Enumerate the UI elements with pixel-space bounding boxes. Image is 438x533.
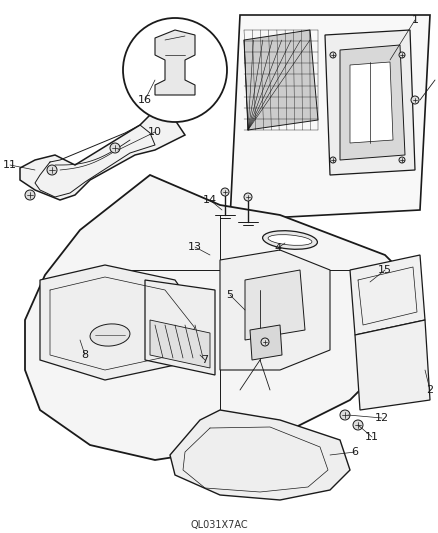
Circle shape	[261, 338, 268, 346]
Text: 13: 13	[187, 242, 201, 252]
Circle shape	[123, 18, 226, 122]
Text: 12: 12	[374, 413, 388, 423]
Circle shape	[110, 143, 120, 153]
Polygon shape	[349, 62, 392, 143]
Text: 14: 14	[202, 195, 216, 205]
Text: 2: 2	[425, 385, 433, 395]
Circle shape	[398, 52, 404, 58]
Polygon shape	[349, 255, 424, 335]
Circle shape	[329, 52, 335, 58]
Text: 7: 7	[201, 355, 208, 365]
Polygon shape	[230, 15, 429, 220]
Polygon shape	[145, 280, 215, 375]
Polygon shape	[40, 265, 209, 380]
Text: 5: 5	[226, 290, 233, 300]
Circle shape	[339, 410, 349, 420]
Text: 6: 6	[351, 447, 358, 457]
Circle shape	[220, 188, 229, 196]
Polygon shape	[244, 30, 317, 130]
Text: 11: 11	[364, 432, 378, 442]
Polygon shape	[354, 320, 429, 410]
Text: 11: 11	[3, 160, 17, 170]
Text: QL031X7AC: QL031X7AC	[190, 520, 247, 530]
Text: 1: 1	[410, 15, 417, 25]
Circle shape	[352, 420, 362, 430]
Circle shape	[398, 157, 404, 163]
Ellipse shape	[90, 324, 130, 346]
Text: 10: 10	[148, 127, 162, 137]
Polygon shape	[150, 320, 209, 368]
Polygon shape	[170, 410, 349, 500]
Text: 16: 16	[138, 95, 152, 105]
Circle shape	[244, 193, 251, 201]
Ellipse shape	[268, 235, 311, 245]
Circle shape	[410, 96, 418, 104]
Polygon shape	[155, 30, 194, 95]
Text: 4: 4	[274, 243, 281, 253]
Text: 8: 8	[81, 350, 88, 360]
Polygon shape	[244, 270, 304, 340]
Circle shape	[329, 157, 335, 163]
Polygon shape	[25, 175, 419, 460]
Polygon shape	[339, 45, 404, 160]
Circle shape	[47, 165, 57, 175]
Polygon shape	[219, 250, 329, 370]
Polygon shape	[324, 30, 414, 175]
Circle shape	[25, 190, 35, 200]
Text: 15: 15	[377, 265, 391, 275]
Polygon shape	[249, 325, 281, 360]
Ellipse shape	[262, 231, 317, 249]
Polygon shape	[20, 110, 184, 200]
